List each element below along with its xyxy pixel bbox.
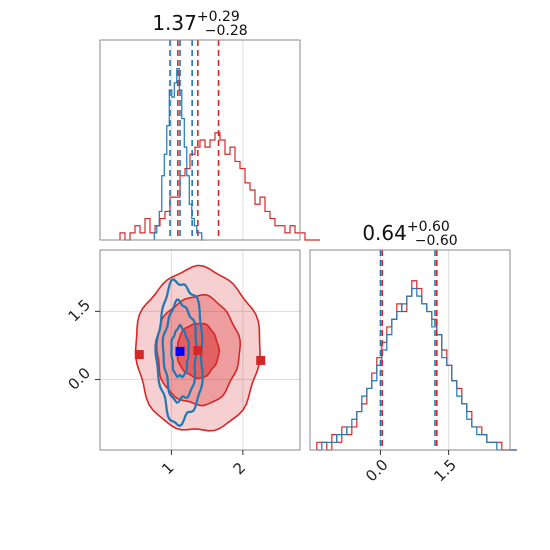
joint-marker-0 [134,350,144,360]
joint-y-ticklabel-1: 1.5 [64,296,94,326]
joint-marker-1 [256,355,266,365]
param2-quantile-lines [379,250,438,450]
joint-x-ticklabel-1: 2 [230,459,249,478]
param2-title-minus: −0.60 [415,233,458,249]
param1-frame [99,39,301,241]
joint-y-ticks: 0.0 1.5 [64,296,100,394]
blue-contours [154,278,204,428]
joint-marker-2 [193,345,203,355]
param1-marginal-panel: 1.37+0.29 −0.28 [99,9,320,241]
param2-histogram-0 [316,280,517,451]
param1-grid [170,40,244,240]
param1-title-minus: −0.28 [205,23,248,39]
param1-title: 1.37+0.29 −0.28 [152,9,247,39]
joint-y-ticklabel-0: 0.0 [64,364,94,394]
param1-quantile-lines [169,40,220,240]
joint-marker-3 [175,346,185,356]
param2-x-ticks: 0.0 1.5 [362,450,460,485]
param1-histograms [119,67,320,241]
joint-x-ticklabel-0: 1 [158,459,177,478]
blue-contour-level-1 [161,298,198,404]
param2-grid [379,250,450,450]
param2-x-ticklabel-0: 0.0 [362,456,392,486]
param2-histogram-1 [316,287,517,451]
blue-contour-level-2 [154,278,204,428]
param2-title: 0.64+0.60 −0.60 [362,219,457,249]
joint-frame [99,249,301,451]
joint-markers [134,345,266,365]
param1-title-value: 1.37 [152,11,197,35]
param2-x-ticklabel-1: 1.5 [430,456,460,486]
param2-title-plus: +0.60 [407,219,450,235]
param1-histogram-1 [153,67,205,241]
blue-contour-level-0 [170,323,190,379]
param2-frame [309,249,511,451]
param2-title-value: 0.64 [362,221,407,245]
param1-title-plus: +0.29 [197,9,240,25]
param2-histograms [316,280,517,451]
param2-marginal-panel: 0.0 1.5 0.64+0.60 −0.60 [309,219,517,485]
param1-histogram-0 [119,132,320,241]
